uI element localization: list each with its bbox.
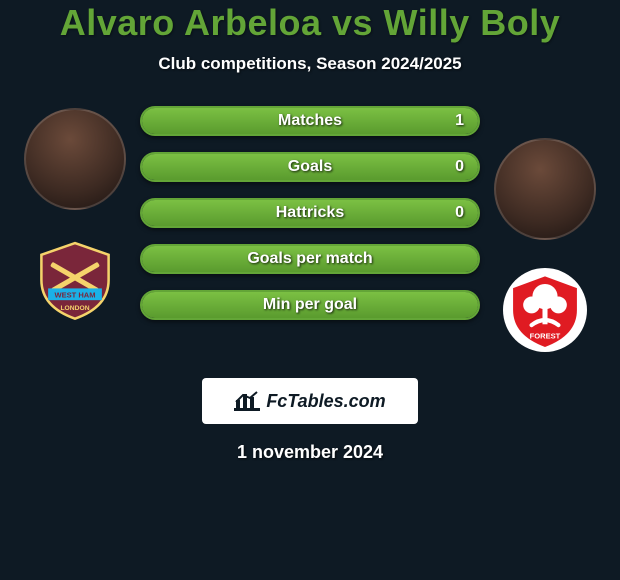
svg-text:LONDON: LONDON <box>60 305 89 312</box>
subtitle: Club competitions, Season 2024/2025 <box>0 54 620 74</box>
infographic-root: Alvaro Arbeloa vs Willy Boly Club compet… <box>0 0 620 463</box>
forest-crest-icon: FOREST <box>503 268 587 352</box>
stat-bar-row: Goals per match <box>140 244 480 274</box>
brand-logo-text: FcTables.com <box>266 391 385 412</box>
stat-bar-row: Hattricks0 <box>140 198 480 228</box>
stat-bar-label: Hattricks <box>142 200 478 226</box>
date-text: 1 november 2024 <box>0 442 620 463</box>
stat-bar-row: Min per goal <box>140 290 480 320</box>
brand-logo-wrap: FcTables.com <box>0 378 620 424</box>
right-player-portrait <box>494 138 596 240</box>
stat-bar-row: Goals0 <box>140 152 480 182</box>
left-side: WEST HAM LONDON <box>20 102 130 322</box>
stat-bar-label: Matches <box>142 108 478 134</box>
stat-bar-value: 0 <box>455 154 464 180</box>
right-side: FOREST <box>490 102 600 352</box>
stat-bar-row: Matches1 <box>140 106 480 136</box>
left-player-portrait <box>24 108 126 210</box>
stat-bars: Matches1Goals0Hattricks0Goals per matchM… <box>140 102 480 320</box>
chart-icon <box>234 390 260 412</box>
stat-bar-label: Goals per match <box>142 246 478 272</box>
stat-bar-label: Goals <box>142 154 478 180</box>
left-club-badge: WEST HAM LONDON <box>33 238 117 322</box>
stat-bar-value: 1 <box>455 108 464 134</box>
comparison-row: WEST HAM LONDON Matches1Goals0Hattricks0… <box>0 102 620 352</box>
right-club-badge: FOREST <box>503 268 587 352</box>
brand-logo: FcTables.com <box>202 378 418 424</box>
page-title: Alvaro Arbeloa vs Willy Boly <box>0 2 620 44</box>
westham-crest-icon: WEST HAM LONDON <box>33 238 117 322</box>
stat-bar-value: 0 <box>455 200 464 226</box>
svg-text:FOREST: FOREST <box>530 332 561 341</box>
stat-bar-label: Min per goal <box>142 292 478 318</box>
svg-text:WEST HAM: WEST HAM <box>54 291 95 300</box>
